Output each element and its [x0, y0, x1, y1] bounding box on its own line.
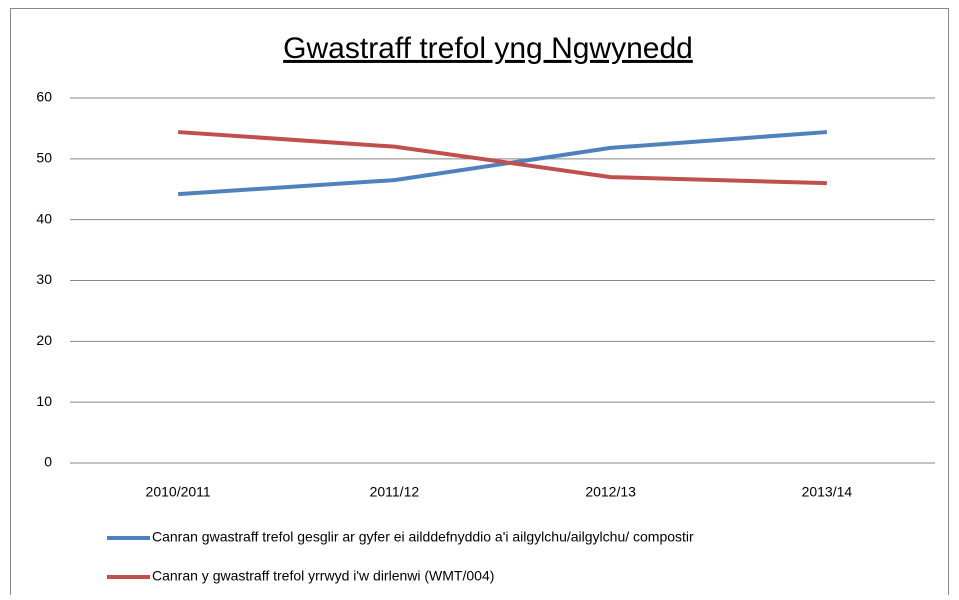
- legend-label: Canran gwastraff trefol gesglir ar gyfer…: [152, 529, 694, 545]
- x-tick-label: 2012/13: [585, 484, 636, 500]
- x-tick-label: 2011/12: [370, 484, 420, 500]
- y-tick-label: 60: [36, 89, 52, 105]
- chart-frame: [10, 8, 949, 600]
- y-tick-label: 0: [44, 454, 52, 470]
- x-tick-label: 2010/2011: [146, 484, 211, 500]
- y-tick-label: 50: [36, 150, 52, 166]
- x-tick-label: 2013/14: [802, 484, 853, 500]
- y-tick-label: 40: [36, 210, 52, 226]
- data-line: [177, 130, 828, 197]
- y-tick-label: 10: [36, 393, 52, 409]
- legend-label: Canran y gwastraff trefol yrrwyd i'w dir…: [152, 568, 494, 584]
- data-line: [177, 130, 827, 186]
- y-tick-label: 20: [36, 332, 52, 348]
- chart-title: Gwastraff trefol yng Ngwynedd: [283, 32, 693, 65]
- y-tick-label: 30: [36, 271, 52, 287]
